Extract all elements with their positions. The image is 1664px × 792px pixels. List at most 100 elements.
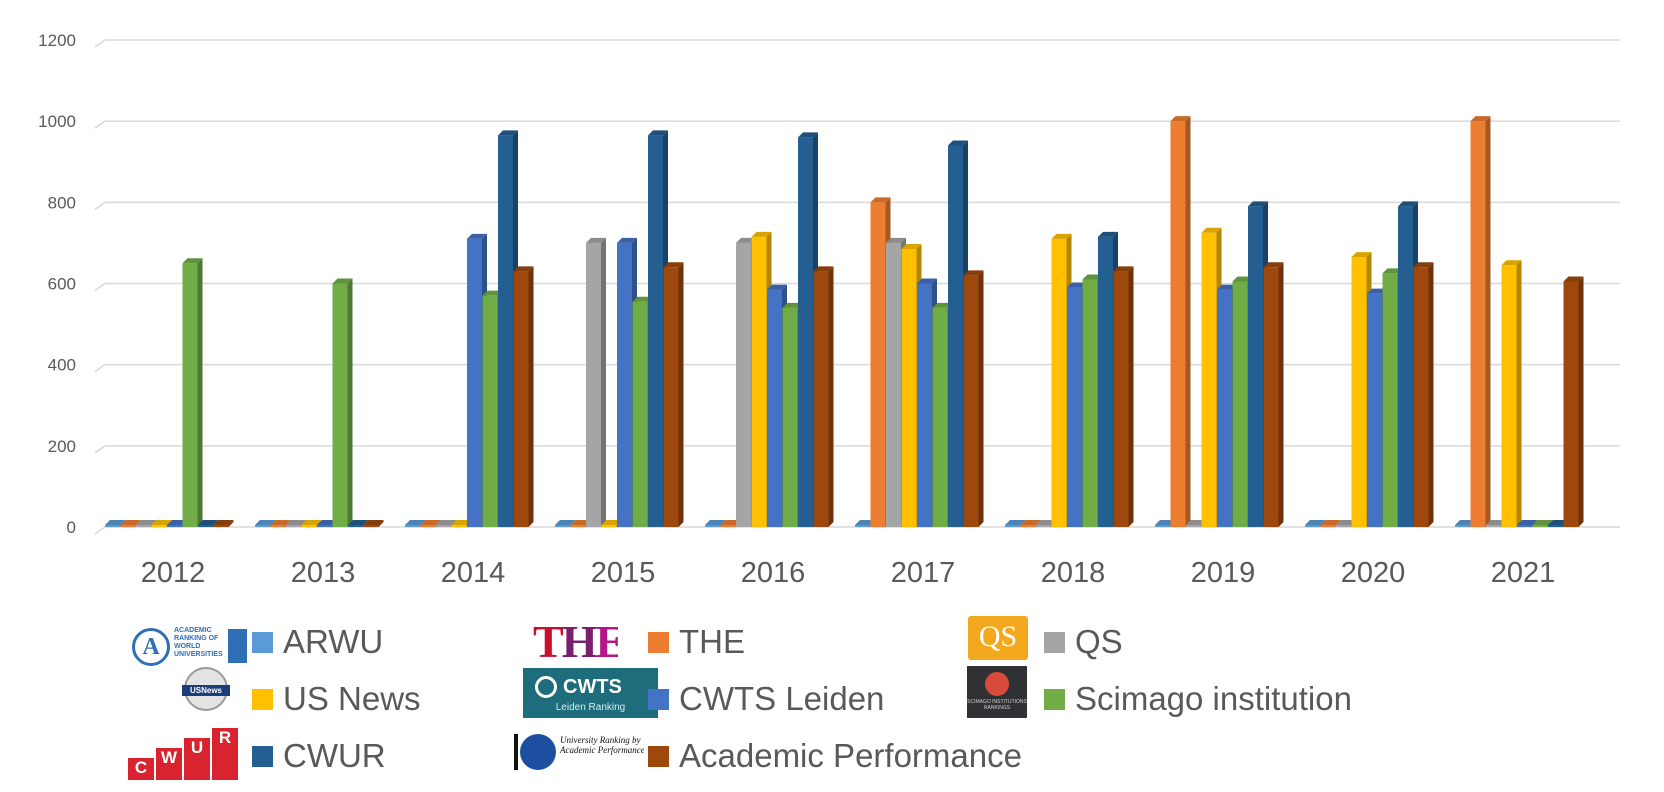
bar-top [1351, 252, 1372, 258]
bar-front [1532, 525, 1548, 527]
bar-front [1320, 525, 1336, 527]
bar-front [751, 236, 767, 527]
bar-top [1470, 116, 1491, 122]
grid-line-depth [94, 39, 106, 48]
bar-top [648, 130, 668, 136]
bar-top [1532, 520, 1553, 525]
bar-top [363, 520, 384, 525]
bar-front [767, 289, 782, 527]
bar-top [1067, 282, 1087, 288]
bar-top [420, 520, 441, 525]
bar-front [213, 525, 229, 527]
bar-top [1186, 520, 1206, 525]
bar-top [1548, 520, 1568, 525]
grid-line-depth [94, 282, 106, 292]
bar-top [632, 296, 653, 302]
bar-top [948, 140, 968, 146]
bar-front [1036, 525, 1051, 527]
bar-front [1005, 525, 1020, 527]
bar [813, 266, 834, 527]
bar-front [1413, 267, 1429, 527]
bar-front [332, 283, 348, 527]
bar-front [1232, 281, 1248, 527]
bar-top [120, 520, 141, 525]
bar-front [151, 525, 167, 527]
bar-front [948, 145, 963, 527]
bar-side [197, 258, 203, 527]
bar [1501, 260, 1522, 527]
bar-front [270, 525, 286, 527]
x-tick-label: 2014 [441, 557, 506, 589]
bar-top [1486, 520, 1506, 525]
y-tick-label: 1200 [38, 31, 76, 50]
bar-side [1516, 260, 1522, 527]
bar-side [1578, 276, 1584, 527]
bar-top [1336, 520, 1356, 525]
bar-top [467, 233, 487, 239]
bar-front [1082, 279, 1098, 527]
bar-front [617, 242, 632, 527]
bar-top [151, 520, 172, 525]
bar-front [1563, 281, 1579, 527]
bar-front [601, 525, 617, 527]
bar-top [1382, 268, 1403, 274]
grid-line-depth [94, 201, 106, 210]
bar-front [1351, 257, 1367, 527]
bar-front [451, 525, 467, 527]
y-axis-ticks: 0 200 400 600 800 1000 1200 [38, 31, 76, 537]
bar-side [528, 266, 534, 527]
grid-line-depth [94, 526, 106, 535]
bar-front [1367, 293, 1382, 527]
bar-front [1201, 232, 1217, 528]
bar-top [1563, 276, 1584, 282]
bar-front [301, 525, 317, 527]
bar-top [798, 132, 818, 138]
bar-front [1248, 206, 1263, 527]
bar-side [978, 270, 984, 527]
bar-front [901, 249, 917, 528]
bar [213, 520, 234, 527]
bar-top [1305, 520, 1325, 525]
bar-top [1036, 520, 1056, 525]
bar-top [182, 258, 203, 264]
bar-top [105, 520, 125, 525]
bar-front [1517, 525, 1532, 527]
bar-top [1170, 116, 1191, 122]
bar-top [348, 520, 368, 525]
bar [1113, 266, 1134, 527]
bar [1170, 116, 1191, 528]
bar-front [1263, 267, 1279, 527]
bar-top [213, 520, 234, 525]
y-tick-label: 800 [48, 193, 76, 212]
bar-top [1398, 201, 1418, 207]
bars [105, 116, 1584, 528]
bar-front [963, 275, 979, 527]
bar-front [467, 238, 482, 527]
bar-front [1155, 525, 1170, 527]
bar-top [482, 290, 503, 296]
bar-front [870, 202, 886, 528]
bar-front [1455, 525, 1470, 527]
bar-top [136, 520, 156, 525]
bar-front [136, 525, 151, 527]
bar-front [1020, 525, 1036, 527]
bar-top [1005, 520, 1025, 525]
bar-front [932, 307, 948, 527]
bar-side [228, 520, 234, 527]
bar-top [1248, 201, 1268, 207]
bar-top [855, 520, 875, 525]
bar-side [678, 262, 684, 527]
bar-front [1486, 525, 1501, 527]
bar-front [813, 271, 829, 527]
bar-top [1113, 266, 1134, 272]
bar-front [705, 525, 720, 527]
bar-front [182, 263, 198, 527]
y-tick-label: 1000 [38, 112, 76, 131]
bar-front [436, 525, 451, 527]
bar-top [1367, 288, 1387, 294]
x-tick-label: 2020 [1341, 557, 1406, 589]
bar-top [317, 520, 337, 525]
bar-side [1278, 262, 1284, 527]
bar-top [601, 520, 622, 525]
bar-top [1217, 284, 1237, 290]
